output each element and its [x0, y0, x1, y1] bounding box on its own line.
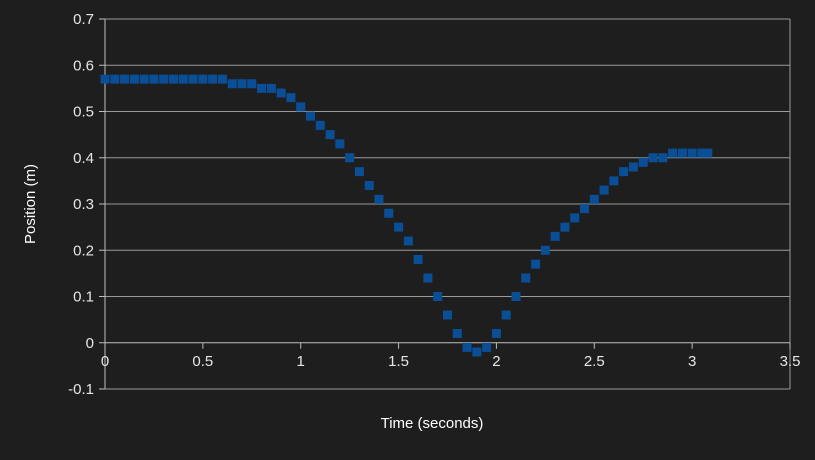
- y-tick-label: 0.3: [73, 196, 94, 213]
- data-point: [501, 310, 511, 320]
- data-point: [619, 167, 629, 177]
- data-point: [697, 148, 707, 158]
- y-tick-label: 0.6: [73, 57, 94, 74]
- data-point: [149, 74, 159, 84]
- y-tick-label: 0: [86, 335, 94, 352]
- x-tick-label: 1.5: [388, 353, 409, 370]
- data-point: [403, 236, 413, 246]
- data-point: [570, 213, 580, 223]
- data-point: [257, 83, 267, 93]
- data-point: [364, 181, 374, 190]
- y-tick-label: 0.1: [73, 289, 94, 306]
- data-point: [531, 259, 541, 269]
- gridlines: [105, 18, 790, 390]
- data-point: [276, 88, 286, 98]
- data-point: [687, 148, 697, 158]
- data-point: [100, 74, 110, 84]
- data-point: [599, 185, 609, 195]
- y-tick-labels: -0.1 0 0.1 0.2 0.3 0.4 0.5 0.6 0.7: [68, 11, 94, 398]
- data-point: [266, 83, 276, 93]
- data-point: [354, 167, 364, 177]
- data-point: [169, 74, 178, 84]
- data-point: [452, 329, 462, 338]
- data-point: [247, 79, 257, 89]
- data-point: [443, 310, 452, 320]
- data-point: [217, 74, 227, 84]
- data-point: [139, 74, 149, 84]
- data-point: [560, 222, 570, 232]
- data-point: [472, 347, 482, 357]
- data-point: [609, 176, 619, 186]
- x-tick-label: 1: [297, 353, 305, 370]
- data-point: [237, 79, 247, 89]
- data-point: [433, 292, 443, 301]
- data-point: [306, 111, 315, 121]
- data-point: [227, 79, 237, 89]
- data-point: [188, 74, 198, 84]
- data-point: [677, 148, 687, 158]
- data-point: [540, 245, 550, 255]
- data-point: [208, 74, 218, 84]
- data-series: [100, 74, 713, 357]
- data-point: [521, 273, 531, 283]
- data-point: [628, 162, 638, 172]
- x-tick-label: 0: [101, 353, 109, 370]
- data-point: [580, 204, 589, 214]
- data-point: [296, 102, 306, 112]
- data-point: [198, 74, 208, 84]
- data-point: [658, 153, 668, 163]
- data-point: [491, 329, 501, 338]
- data-point: [703, 148, 713, 158]
- data-point: [394, 222, 404, 232]
- x-tick-label: 3: [688, 353, 696, 370]
- data-point: [413, 255, 423, 264]
- x-tick-label: 3.5: [780, 353, 801, 370]
- axes: [99, 18, 791, 390]
- data-point: [110, 74, 120, 84]
- y-axis-title: Position (m): [22, 164, 39, 244]
- data-point: [648, 153, 658, 163]
- x-tick-label: 2: [492, 353, 500, 370]
- x-tick-labels: 0 0.5 1 1.5 2 2.5 3 3.5: [101, 353, 801, 370]
- y-tick-label: 0.7: [73, 11, 94, 28]
- x-tick-label: 2.5: [584, 353, 605, 370]
- data-point: [129, 74, 139, 84]
- y-tick-label: 0.5: [73, 104, 94, 121]
- y-tick-label: 0.4: [73, 150, 94, 167]
- data-point: [550, 231, 560, 241]
- data-point: [325, 130, 335, 140]
- x-axis-title: Time (seconds): [381, 415, 484, 432]
- data-point: [374, 194, 384, 204]
- data-point: [423, 273, 433, 283]
- x-tick-label: 0.5: [192, 353, 213, 370]
- data-point: [315, 120, 325, 130]
- data-point: [668, 148, 678, 158]
- data-point: [159, 74, 169, 84]
- data-point: [589, 194, 599, 204]
- data-point: [178, 74, 188, 84]
- data-point: [335, 139, 345, 149]
- data-point: [286, 93, 296, 103]
- data-point: [384, 208, 394, 218]
- data-point: [482, 342, 492, 352]
- y-tick-label: 0.2: [73, 242, 94, 259]
- y-tick-label: -0.1: [68, 381, 94, 398]
- data-point: [120, 74, 130, 84]
- data-point: [462, 342, 472, 352]
- data-point: [345, 153, 355, 163]
- data-point: [638, 157, 648, 167]
- data-point: [511, 292, 521, 301]
